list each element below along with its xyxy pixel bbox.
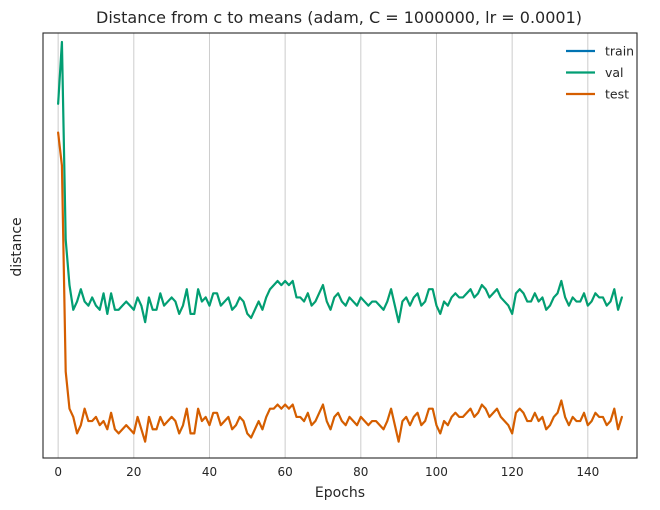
plot-frame	[42, 32, 638, 459]
series-line-val	[57, 40, 623, 324]
legend-label-test: test	[605, 87, 629, 102]
x-tick-label-140: 140	[576, 465, 599, 479]
x-tick-label-120: 120	[501, 465, 524, 479]
x-tick-label-40: 40	[202, 465, 217, 479]
x-tick-label-80: 80	[353, 465, 368, 479]
x-tick-label-60: 60	[277, 465, 292, 479]
x-tick-labels: 0 20 40 60 80 100 120 140	[54, 465, 599, 479]
x-axis-label: Epochs	[315, 485, 365, 501]
axes	[42, 32, 638, 459]
x-tick-label-20: 20	[126, 465, 141, 479]
grid-lines	[57, 33, 589, 458]
x-tick-label-100: 100	[425, 465, 448, 479]
series-line-test	[57, 131, 623, 443]
x-tick-label-0: 0	[54, 465, 62, 479]
legend-label-val: val	[605, 65, 624, 80]
legend-label-train: train	[605, 44, 634, 59]
y-axis-label: distance	[9, 217, 25, 276]
chart-title: Distance from c to means (adam, C = 1000…	[96, 8, 582, 27]
series-lines	[57, 40, 623, 443]
legend: train val test	[566, 44, 634, 102]
